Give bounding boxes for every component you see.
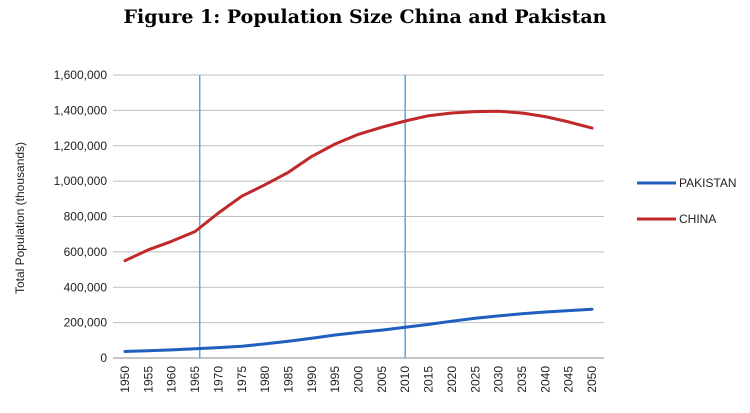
x-tick-label: 2030 (492, 366, 506, 393)
x-tick-label: 1960 (165, 366, 179, 393)
y-tick-label: 200,000 (64, 316, 108, 330)
x-tick-label: 2020 (445, 366, 459, 393)
x-tick-label: 1980 (258, 366, 272, 393)
x-tick-label: 1990 (305, 366, 319, 393)
legend-label-pakistan: PAKISTAN (679, 176, 737, 190)
legend: PAKISTAN CHINA (637, 176, 737, 226)
x-tick-label: 2025 (468, 366, 482, 393)
x-tick-label: 1955 (141, 366, 155, 393)
x-tick-label: 2000 (352, 366, 366, 393)
y-tick-label: 1,400,000 (54, 103, 108, 117)
x-tick-label: 2035 (515, 366, 529, 393)
x-tick-label: 1985 (281, 366, 295, 393)
y-axis-label: Total Population (thousands) (13, 142, 27, 294)
y-tick-label: 400,000 (64, 280, 108, 294)
x-tick-label: 2005 (375, 366, 389, 393)
x-tick-label: 2040 (538, 366, 552, 393)
x-tick-labels: 1950 1955 1960 1965 1970 1975 1980 1985 1990 1995… (118, 366, 599, 393)
y-tick-label: 800,000 (64, 210, 108, 224)
x-tick-label: 2050 (585, 366, 599, 393)
y-tick-labels: 0 200,000 400,000 600,000 800,000 1,000,000 1,… (54, 68, 108, 365)
series-line-china (123, 109, 594, 263)
x-tick-label: 2015 (422, 366, 436, 393)
x-tick-label: 2045 (562, 366, 576, 393)
series-lines (123, 109, 594, 353)
y-tick-label: 600,000 (64, 245, 108, 259)
y-tick-label: 0 (100, 351, 107, 365)
x-tick-label: 1995 (328, 366, 342, 393)
y-tick-label: 1,200,000 (54, 139, 108, 153)
x-tick-label: 1950 (118, 366, 132, 393)
x-tick-label: 1965 (188, 366, 202, 393)
y-tick-label: 1,000,000 (54, 174, 108, 188)
chart-title: Figure 1: Population Size China and Paki… (123, 6, 607, 28)
x-tick-label: 1975 (235, 366, 249, 393)
x-tick-label: 2010 (398, 366, 412, 393)
legend-label-china: CHINA (679, 212, 716, 226)
series-line-pakistan (123, 307, 594, 353)
y-tick-label: 1,600,000 (54, 68, 108, 82)
gridlines (113, 74, 604, 359)
x-tick-label: 1970 (211, 366, 225, 393)
